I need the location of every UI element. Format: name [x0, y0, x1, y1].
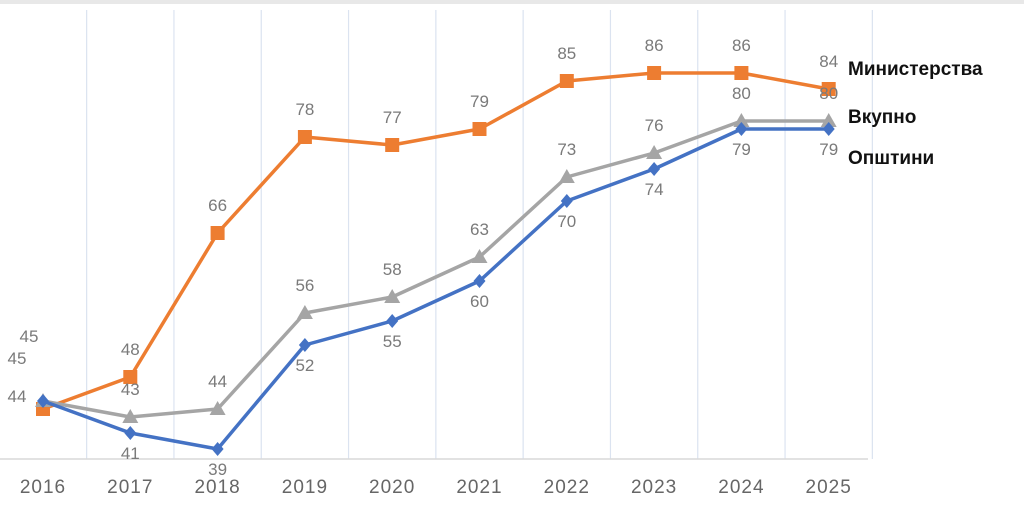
- data-label: 76: [645, 116, 664, 135]
- data-point: [123, 370, 138, 384]
- data-point: [384, 289, 401, 303]
- data-point: [559, 74, 574, 88]
- x-axis: 2016 2017 2018 2019 2020 2021 2022 2023 2024 2025: [0, 458, 868, 498]
- data-point: [210, 226, 225, 240]
- data-label: 44: [8, 387, 27, 406]
- data-label: 60: [470, 292, 489, 311]
- legend-entry: Вкупно: [848, 107, 916, 128]
- gridlines: [86, 10, 873, 459]
- data-point: [209, 401, 226, 415]
- data-point: [648, 162, 661, 176]
- data-label: 79: [732, 140, 751, 159]
- data-point: [560, 194, 573, 208]
- data-label: 39: [208, 460, 227, 479]
- data-label: 58: [383, 260, 402, 279]
- data-label: 78: [295, 100, 314, 119]
- data-label: 85: [557, 44, 576, 63]
- x-tick-label: 2025: [806, 477, 852, 498]
- x-tick-label: 2017: [107, 477, 153, 498]
- data-label: 86: [645, 36, 664, 55]
- data-label: 80: [819, 84, 838, 103]
- data-label: 77: [383, 108, 402, 127]
- legend-entry: Министерства: [848, 59, 983, 80]
- data-label: 70: [557, 212, 576, 231]
- legend-entry: Општини: [848, 148, 934, 169]
- data-label: 56: [295, 276, 314, 295]
- data-point: [472, 122, 487, 136]
- data-point: [37, 394, 49, 408]
- data-point: [124, 426, 137, 440]
- data-point: [211, 442, 224, 456]
- data-point: [822, 122, 835, 136]
- data-label: 45: [20, 327, 39, 346]
- legend: Министерства Вкупно Општини: [848, 59, 983, 169]
- data-point: [646, 145, 663, 159]
- data-point: [298, 338, 311, 352]
- data-point: [122, 409, 139, 423]
- data-label: 79: [470, 92, 489, 111]
- series-line: [42, 119, 829, 419]
- data-point: [296, 305, 313, 319]
- x-tick-label: 2023: [631, 477, 677, 498]
- data-labels: 44 48 66 78 77 79 85 86 86 84 45 43 44 56 58 63 73 76 80 80…: [8, 36, 839, 479]
- data-point: [473, 274, 486, 288]
- data-label: 66: [208, 196, 227, 215]
- x-tick-label: 2019: [282, 477, 328, 498]
- data-label: 86: [732, 36, 751, 55]
- data-label: 48: [121, 340, 140, 359]
- data-label: 79: [819, 140, 838, 159]
- data-point: [558, 169, 575, 183]
- x-tick-label: 2021: [456, 477, 502, 498]
- x-tick-label: 2016: [20, 477, 66, 498]
- data-point: [385, 138, 400, 152]
- data-point: [471, 249, 488, 263]
- data-label: 63: [470, 220, 489, 239]
- data-label: 84: [819, 52, 838, 71]
- x-tick-label: 2024: [718, 477, 764, 498]
- series-line: [42, 127, 829, 451]
- data-point: [734, 66, 749, 80]
- x-tick-label: 2020: [369, 477, 415, 498]
- data-label: 52: [295, 356, 314, 375]
- data-point: [647, 66, 662, 80]
- data-point: [821, 82, 836, 96]
- data-label: 80: [732, 84, 751, 103]
- data-point: [297, 130, 312, 144]
- data-label: 44: [208, 372, 227, 391]
- data-point: [733, 113, 750, 127]
- series-lines: [35, 66, 837, 456]
- data-point: [735, 122, 748, 136]
- data-label: 45: [8, 349, 27, 368]
- data-label: 55: [383, 332, 402, 351]
- data-label: 73: [557, 140, 576, 159]
- data-label: 41: [121, 444, 140, 463]
- data-label: 74: [645, 180, 664, 199]
- data-point: [386, 314, 399, 328]
- series-line: [42, 71, 830, 411]
- x-tick-label: 2022: [544, 477, 590, 498]
- data-point: [820, 113, 837, 127]
- data-label: 43: [121, 380, 140, 399]
- x-tick-label: 2018: [194, 477, 240, 498]
- top-border: [0, 0, 1024, 4]
